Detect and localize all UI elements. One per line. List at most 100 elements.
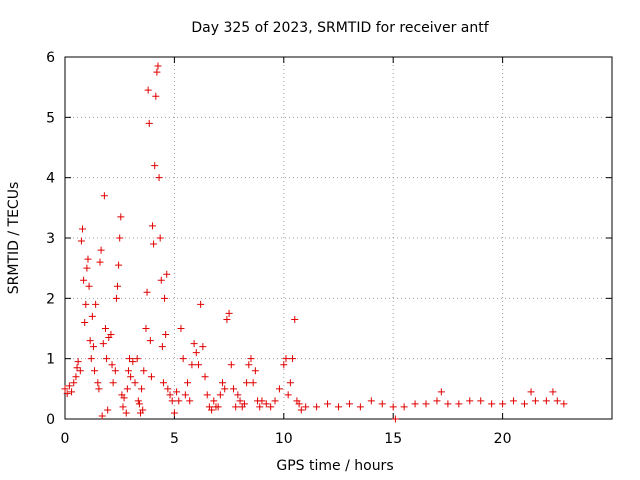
- data-point: [101, 325, 109, 332]
- data-point: [188, 361, 196, 369]
- data-point: [286, 379, 294, 387]
- data-point: [297, 406, 305, 414]
- data-point: [153, 68, 161, 76]
- data-point: [225, 309, 233, 317]
- data-point: [179, 355, 187, 363]
- data-points: [61, 62, 568, 423]
- data-point: [175, 397, 183, 405]
- data-point: [542, 397, 550, 405]
- data-point: [131, 379, 139, 387]
- data-point: [151, 162, 159, 170]
- y-tick-label: 1: [46, 352, 55, 368]
- data-point: [510, 397, 518, 405]
- data-point: [139, 406, 147, 414]
- data-point: [166, 391, 174, 399]
- data-point: [158, 343, 166, 351]
- data-point: [100, 192, 108, 200]
- data-point: [164, 385, 172, 393]
- data-point: [144, 86, 152, 94]
- data-point: [72, 373, 80, 381]
- data-point: [95, 385, 103, 393]
- data-point: [156, 234, 164, 242]
- y-tick-label: 2: [46, 291, 55, 307]
- data-point: [112, 294, 120, 302]
- data-point: [79, 225, 87, 233]
- data-point: [111, 367, 119, 375]
- data-point: [133, 355, 141, 363]
- y-tick-label: 4: [46, 171, 55, 187]
- data-point: [134, 397, 142, 405]
- data-point: [247, 355, 255, 363]
- data-point: [85, 282, 93, 290]
- data-point: [199, 343, 207, 351]
- data-point: [227, 361, 235, 369]
- data-point: [70, 379, 78, 387]
- x-tick-label: 15: [384, 431, 402, 447]
- data-point: [61, 385, 69, 393]
- data-point: [147, 373, 155, 381]
- data-point: [444, 400, 452, 408]
- data-point: [400, 403, 408, 411]
- data-point: [127, 373, 135, 381]
- data-point: [159, 379, 167, 387]
- data-point: [275, 385, 283, 393]
- data-point: [313, 403, 321, 411]
- data-point: [186, 397, 194, 405]
- x-tick-label: 10: [275, 431, 293, 447]
- x-axis-label: GPS time / hours: [276, 458, 393, 474]
- data-point: [553, 397, 561, 405]
- data-point: [291, 315, 299, 323]
- data-point: [82, 300, 90, 308]
- data-point: [391, 415, 399, 423]
- data-point: [135, 400, 143, 408]
- data-point: [466, 397, 474, 405]
- data-point: [214, 403, 222, 411]
- data-point: [124, 367, 132, 375]
- data-point: [289, 355, 297, 363]
- data-point: [168, 397, 176, 405]
- data-point: [284, 391, 292, 399]
- data-point: [488, 400, 496, 408]
- data-point: [295, 400, 303, 408]
- data-point: [262, 400, 270, 408]
- data-point: [203, 391, 211, 399]
- data-point: [249, 379, 257, 387]
- data-point: [142, 325, 150, 332]
- data-point: [154, 62, 162, 70]
- data-point: [120, 394, 128, 402]
- x-tick-label: 5: [170, 431, 179, 447]
- data-point: [173, 388, 181, 396]
- data-point: [389, 403, 397, 411]
- data-point: [116, 234, 124, 242]
- y-tick-label: 0: [46, 412, 55, 428]
- data-point: [197, 300, 205, 308]
- data-point: [184, 379, 192, 387]
- data-point: [437, 388, 445, 396]
- data-point: [122, 409, 130, 417]
- data-point: [378, 400, 386, 408]
- data-point: [232, 403, 240, 411]
- data-point: [107, 331, 115, 339]
- data-point: [216, 391, 224, 399]
- data-point: [181, 391, 189, 399]
- data-point: [86, 337, 94, 345]
- data-point: [560, 400, 568, 408]
- data-point: [527, 388, 535, 396]
- data-point: [170, 409, 178, 417]
- data-point: [99, 340, 107, 348]
- data-point: [282, 355, 290, 363]
- data-point: [145, 119, 153, 127]
- data-point: [83, 264, 91, 272]
- data-point: [65, 382, 73, 390]
- data-point: [63, 390, 71, 398]
- data-point: [119, 403, 127, 411]
- data-point: [251, 367, 259, 375]
- y-tick-label: 6: [46, 50, 55, 66]
- data-point: [117, 213, 125, 221]
- data-point: [94, 379, 102, 387]
- data-point: [411, 400, 419, 408]
- data-point: [210, 397, 218, 405]
- data-point: [433, 397, 441, 405]
- data-point: [267, 403, 275, 411]
